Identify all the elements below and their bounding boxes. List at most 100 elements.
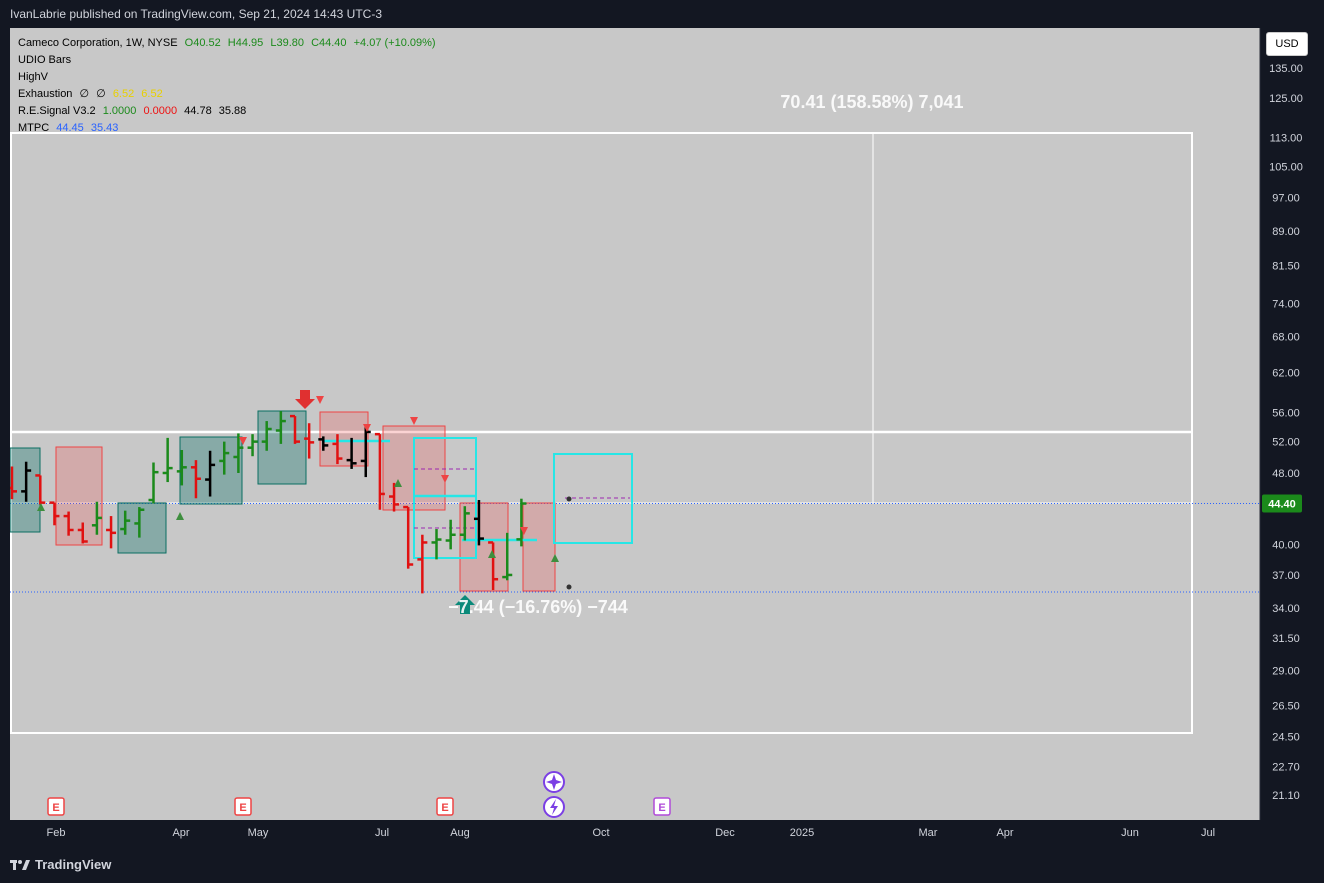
sell-signal-icon: [520, 527, 528, 535]
ohlc-bar: [162, 437, 173, 483]
indicator-value: ∅: [79, 88, 90, 100]
price-tick-label: 48.00: [1272, 468, 1300, 480]
indicator-value: ∅: [96, 88, 106, 100]
time-tick-label: Jun: [1121, 827, 1139, 839]
tradingview-logo[interactable]: TradingView: [10, 857, 111, 872]
time-tick-label: Mar: [919, 827, 938, 839]
earnings-marker: E: [436, 797, 454, 816]
buy-signal-icon: [551, 554, 559, 562]
buy-signal-icon: [394, 479, 402, 487]
ohlc-bar: [459, 506, 470, 541]
earnings-letter: E: [239, 802, 246, 814]
indicator-exhaustion[interactable]: Exhaustion ∅ ∅ 6.52 6.52: [18, 86, 436, 103]
ohlc-bar: [91, 501, 102, 535]
earnings-badge: [234, 797, 252, 816]
price-tick-label: 74.00: [1272, 298, 1300, 310]
indicator-udio[interactable]: UDIO Bars: [18, 52, 436, 69]
indicator-highv[interactable]: HighV: [18, 69, 436, 86]
ohlc-bar: [261, 421, 272, 451]
ohlc-bar: [346, 437, 357, 469]
indicator-value: 1.0000: [102, 105, 137, 117]
ohlc-bar: [49, 501, 60, 526]
ohlc-bar: [247, 434, 258, 457]
ohlc-bar: [290, 414, 300, 444]
price-tick-label: 52.00: [1272, 437, 1300, 449]
marker-dot: [566, 496, 572, 502]
price-tick-label: 31.50: [1272, 633, 1300, 645]
ohlc-bar: [35, 474, 46, 505]
earnings-letter: E: [441, 802, 448, 814]
ohlc-close: C44.40: [311, 37, 347, 49]
price-tick-label: 24.50: [1272, 731, 1300, 743]
ohlc-bar: [431, 529, 442, 560]
publish-line: IvanLabrie published on TradingView.com,…: [10, 7, 383, 21]
time-tick-label: Feb: [47, 827, 66, 839]
measure-bottom-label: −7.44 (−16.76%) −744: [448, 597, 628, 617]
price-tick-label: 89.00: [1272, 226, 1300, 238]
target-box: [553, 453, 633, 544]
ohlc-bar: [473, 500, 484, 546]
price-tick-label: 56.00: [1272, 408, 1300, 420]
ohlc-high: H44.95: [227, 37, 264, 49]
ohlc-bar: [445, 519, 456, 550]
footer: TradingView: [0, 848, 1324, 883]
ohlc-change: +4.07 (+10.09%): [353, 37, 436, 49]
ohlc-bar: [360, 426, 371, 478]
ohlc-bar: [205, 450, 216, 497]
ohlc-bar: [374, 432, 385, 510]
indicator-name: HighV: [18, 71, 48, 83]
ohlc-bar: [304, 423, 315, 459]
indicator-resignal[interactable]: R.E.Signal V3.2 1.0000 0.0000 44.78 35.8…: [18, 103, 436, 120]
ohlc-bar: [63, 511, 74, 536]
ohlc-bar: [502, 532, 513, 581]
indicator-mtpc[interactable]: MTPC 44.45 35.43: [18, 120, 436, 137]
current-price-tag: [1262, 494, 1302, 513]
earnings-letter: E: [658, 802, 665, 814]
ohlc-bar: [275, 411, 286, 444]
ohlc-bar: [488, 541, 499, 591]
currency-button[interactable]: USD: [1266, 32, 1308, 56]
time-tick-label: Oct: [592, 827, 609, 839]
time-tick-label: Jul: [1201, 827, 1215, 839]
earnings-marker: E: [234, 797, 252, 816]
legend-symbol-row: Cameco Corporation, 1W, NYSE O40.52 H44.…: [18, 35, 436, 52]
price-tick-label: 26.50: [1272, 701, 1300, 713]
price-tick-label: 34.00: [1272, 603, 1300, 615]
publish-header: IvanLabrie published on TradingView.com,…: [0, 0, 1324, 28]
time-tick-label: Jul: [375, 827, 389, 839]
sell-signal-icon: [239, 437, 247, 445]
price-tick-label: 81.50: [1272, 261, 1300, 273]
sell-signal-icon: [316, 396, 324, 404]
target-box: [413, 437, 477, 559]
earnings-badge: [47, 797, 65, 816]
ohlc-bar: [233, 433, 244, 473]
ohlc-bar: [389, 482, 400, 512]
time-axis: [10, 820, 1314, 848]
symbol-name[interactable]: Cameco Corporation, 1W, NYSE: [18, 37, 178, 49]
earnings-badge: [436, 797, 454, 816]
sell-signal-icon: [410, 417, 418, 425]
ohlc-bar: [516, 498, 527, 547]
price-tick-label: 97.00: [1272, 192, 1300, 204]
marker-dot: [566, 584, 572, 590]
chart-area[interactable]: 70.41 (158.58%) 7,041 −7.44 (−16.76%) −74…: [10, 28, 1314, 848]
tradingview-logo-icon: [10, 859, 30, 870]
price-tick-label: 113.00: [1270, 133, 1303, 145]
plot-pane: [10, 28, 1260, 820]
earnings-letter: E: [52, 802, 59, 814]
time-tick-label: Dec: [715, 827, 735, 839]
chart-legend: Cameco Corporation, 1W, NYSE O40.52 H44.…: [18, 35, 436, 137]
buy-signal-icon: [176, 512, 184, 520]
bear-zone-box: [522, 502, 556, 592]
ohlc-bar: [21, 461, 32, 502]
earnings-marker: E: [653, 797, 671, 816]
price-axis: [1260, 28, 1314, 820]
price-chart[interactable]: 70.41 (158.58%) 7,041 −7.44 (−16.76%) −74…: [10, 28, 1314, 848]
lightning-icon: [550, 799, 558, 815]
measure-top-label: 70.41 (158.58%) 7,041: [780, 92, 963, 112]
price-tick-label: 125.00: [1269, 93, 1303, 105]
indicator-value: 35.88: [218, 105, 247, 117]
price-tick-label: 37.00: [1272, 570, 1300, 582]
price-tick-label: 105.00: [1269, 161, 1303, 173]
ohlc-bar: [134, 507, 145, 538]
